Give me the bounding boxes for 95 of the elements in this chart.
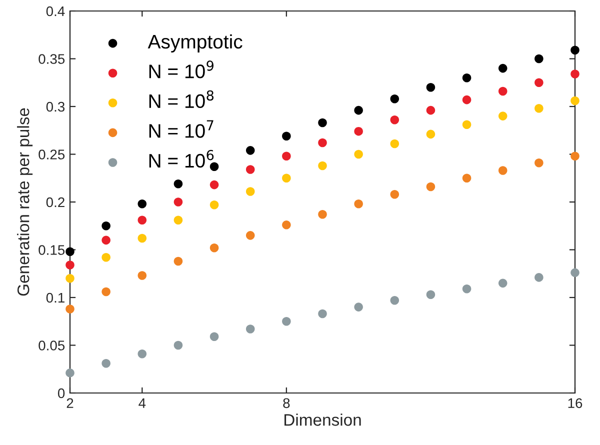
legend-label: N = 10$^{8}$ [149,90,214,108]
legend-label: N = 10$^{9}$ [149,60,214,78]
point [66,274,74,283]
point [102,236,110,245]
point [282,316,291,326]
point [138,349,147,358]
point [498,64,508,73]
point [246,231,255,240]
point [282,132,291,140]
point [174,216,183,225]
point [174,179,183,188]
point [138,271,147,280]
point [570,268,580,278]
point [174,256,183,266]
legend-label: N = 10$^{6}$ [149,150,214,168]
point [426,83,436,92]
point [534,78,544,88]
point [570,96,580,106]
point [390,115,400,124]
point [462,174,472,183]
x-tick-label: 2 [66,398,74,408]
point [102,221,110,230]
y-tick-label: 0.4 [46,6,65,16]
point [210,200,219,210]
y-tick-label: 0.1 [46,292,64,303]
y-tick-label: 0 [58,388,65,398]
point [426,130,436,139]
point [138,234,147,243]
point [354,200,363,208]
point [390,139,400,148]
point [498,166,508,175]
point [462,284,472,294]
point [354,150,363,159]
point [390,296,400,305]
y-tick-label: 0.3 [46,102,65,112]
point [318,210,327,219]
point [138,200,147,208]
point [282,152,291,161]
y-tick-label: 0.2 [46,197,64,208]
point [282,220,291,230]
point [498,86,508,96]
point [246,324,255,334]
point [102,287,110,296]
point [426,106,436,115]
point [498,278,508,288]
point [66,247,74,256]
y-tick-label: 0.25 [38,150,65,160]
x-tick-label: 8 [283,398,290,408]
point [354,302,363,312]
point [534,54,544,64]
point [462,120,472,130]
point [354,126,363,136]
legend-label: Asymptotic [148,34,242,52]
point [570,152,580,161]
point [318,138,327,148]
point [282,174,291,183]
point [210,332,219,342]
point [462,95,472,104]
point [570,46,580,55]
point [534,158,544,168]
point [390,94,400,104]
point [534,273,544,282]
point [462,73,472,82]
point [102,253,110,262]
point [174,340,183,350]
point [318,309,327,318]
point [246,146,255,155]
x-tick-label: 16 [568,398,582,408]
point [66,368,74,378]
point [318,118,327,128]
point [210,162,219,172]
point [246,165,255,174]
point [66,304,74,314]
point [426,290,436,300]
y-tick-label: 0.05 [38,340,65,350]
point [138,216,147,225]
legend-label: N = 10$^{7}$ [149,120,214,138]
point [318,161,327,170]
point [66,260,74,270]
point [426,182,436,192]
point [210,180,219,190]
point [534,104,544,113]
x-tick-label: 4 [138,398,146,408]
point [174,198,183,206]
point [570,70,580,78]
y-tick-label: 0.15 [38,245,65,255]
point [102,359,110,368]
y-tick-label: 0.35 [38,54,65,64]
x-axis-title: Dimension [284,414,361,426]
y-axis-title: Generation rate per pulse [17,108,33,296]
point [246,187,255,196]
point [498,112,508,120]
point [354,106,363,115]
point [210,243,219,252]
point [390,190,400,199]
